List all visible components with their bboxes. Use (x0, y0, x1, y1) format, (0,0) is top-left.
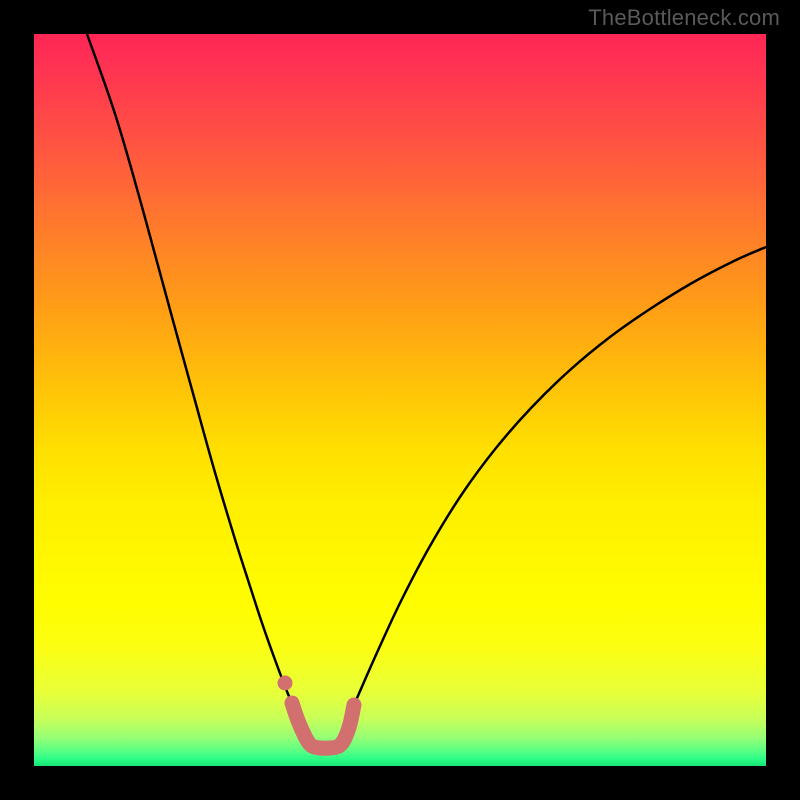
chart-svg (34, 34, 766, 766)
watermark-text: TheBottleneck.com (588, 5, 780, 31)
marker-dot (278, 676, 293, 691)
left-curve (87, 34, 292, 703)
marker-path (292, 703, 354, 748)
right-curve (354, 247, 766, 705)
plot-area (34, 34, 766, 766)
